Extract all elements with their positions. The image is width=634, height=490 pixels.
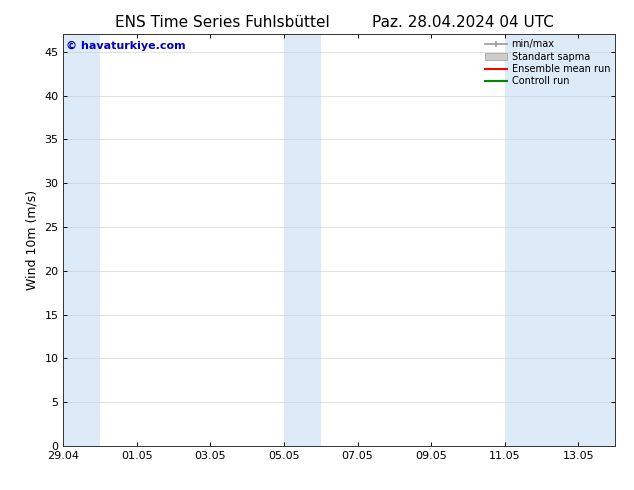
Text: ENS Time Series Fuhlsbüttel: ENS Time Series Fuhlsbüttel — [115, 15, 329, 30]
Text: © havaturkiye.com: © havaturkiye.com — [66, 41, 186, 50]
Legend: min/max, Standart sapma, Ensemble mean run, Controll run: min/max, Standart sapma, Ensemble mean r… — [483, 37, 612, 88]
Text: Paz. 28.04.2024 04 UTC: Paz. 28.04.2024 04 UTC — [372, 15, 553, 30]
Bar — [284, 34, 321, 446]
Y-axis label: Wind 10m (m/s): Wind 10m (m/s) — [26, 190, 39, 290]
Bar — [505, 34, 615, 446]
Bar — [63, 34, 100, 446]
